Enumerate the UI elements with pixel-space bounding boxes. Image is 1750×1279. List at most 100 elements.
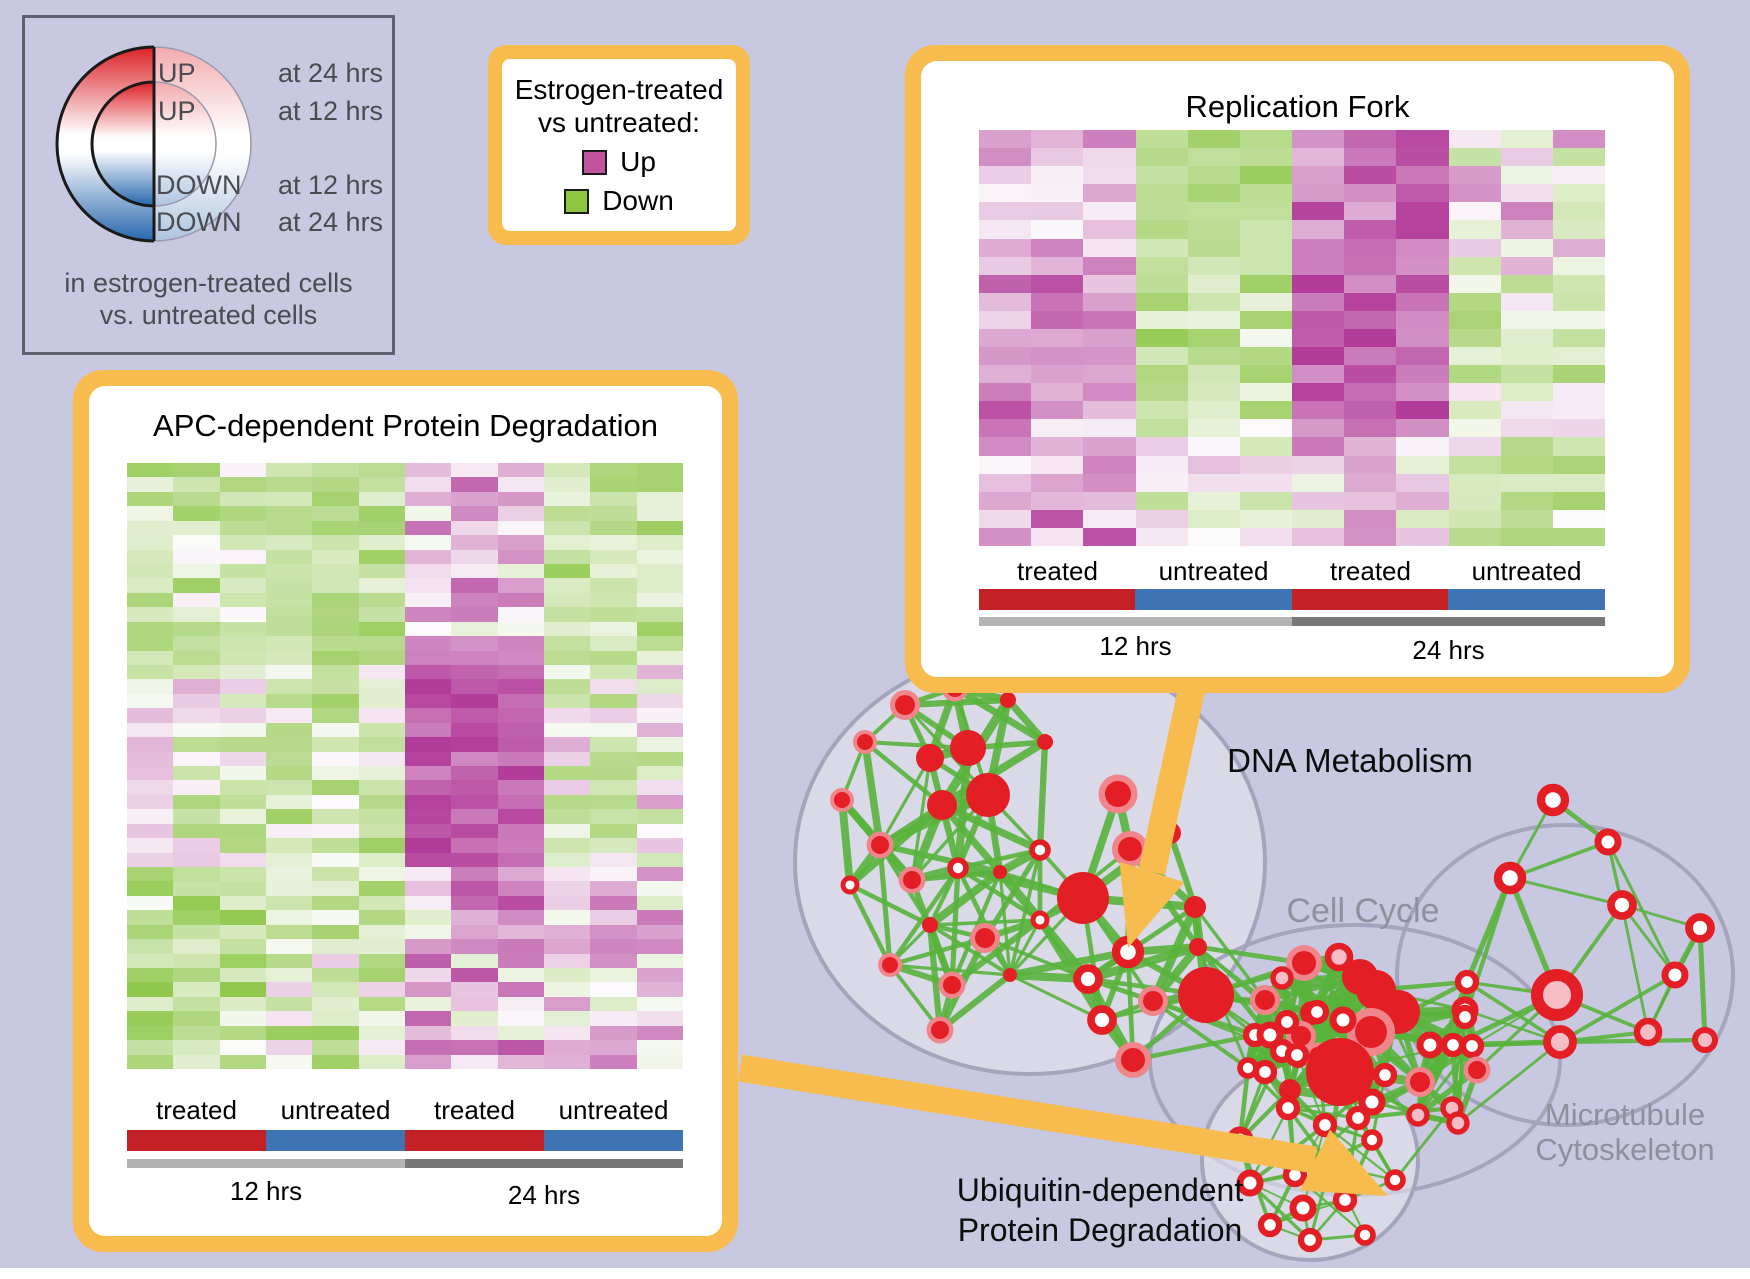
network-edge: [847, 883, 893, 967]
legend-down-12-dir: DOWN: [156, 170, 242, 200]
heatmap-cell: [127, 838, 174, 853]
heatmap-cell: [219, 463, 266, 478]
network-node: [882, 957, 898, 973]
heatmap-cell: [127, 636, 174, 651]
heatmap-cell: [1187, 509, 1240, 528]
heatmap-cell: [590, 766, 637, 781]
heatmap-cell: [265, 1025, 313, 1041]
heatmap-cell: [1239, 401, 1292, 420]
heatmap-cell: [636, 477, 683, 492]
heatmap-cell: [358, 477, 405, 492]
heatmap-cell: [219, 881, 266, 896]
heatmap-cell: [173, 867, 220, 882]
heatmap-cell: [451, 549, 498, 564]
network-node: [1416, 1031, 1444, 1059]
microtubule-label-line2: Cytoskeleton: [1535, 1132, 1715, 1167]
heatmap-cell: [173, 578, 220, 593]
heatmap-cell: [358, 809, 405, 824]
heatmap-cell: [590, 549, 637, 564]
heatmap-cell: [173, 491, 220, 507]
heatmap-cell: [127, 794, 174, 810]
network-node: [1255, 990, 1275, 1010]
heatmap-cell: [590, 881, 637, 896]
heatmap-cell: [451, 838, 498, 853]
heatmap-cell: [1031, 292, 1084, 311]
heatmap-cell: [219, 578, 266, 593]
heatmap-cell: [1396, 473, 1449, 492]
heatmap-cell: [543, 636, 591, 651]
heatmap-cell: [1500, 184, 1553, 203]
heatmap-cell: [1031, 274, 1084, 293]
bottom-white-strip: [0, 1268, 1750, 1279]
heatmap-cell: [451, 578, 498, 593]
network-edge: [1132, 1032, 1256, 1063]
heatmap-cell: [265, 491, 313, 507]
heatmap-cell: [265, 751, 313, 766]
heatmap-cell: [590, 939, 637, 954]
heatmap-cell: [1448, 274, 1501, 293]
heatmap-cell: [1187, 328, 1240, 348]
heatmap-cell: [543, 506, 591, 521]
heatmap-cell: [404, 621, 452, 637]
heatmap-cell: [636, 564, 683, 579]
heatmap-cell: [590, 996, 637, 1012]
heatmap-cell: [1344, 292, 1397, 311]
heatmap-cell: [1239, 383, 1292, 402]
legend-down-12-time: at 12 hrs: [278, 170, 384, 200]
heatmap-cell: [312, 939, 359, 954]
heatmap-cell: [979, 509, 1032, 528]
heatmap-cell: [1396, 347, 1449, 366]
heatmap-cell: [1135, 509, 1188, 528]
network-node: [1279, 1079, 1301, 1101]
heatmap-cell: [173, 592, 220, 608]
network-node: [1037, 734, 1053, 750]
heatmap-cell: [543, 722, 591, 738]
heatmap-cell: [1500, 437, 1553, 456]
heatmap-cell: [1396, 220, 1449, 239]
heatmap-cell: [1396, 274, 1449, 293]
heatmap-cell: [1135, 328, 1188, 348]
heatmap-cell: [404, 751, 452, 766]
heatmap-cell: [173, 1040, 220, 1055]
rf-treated-bar-24: [1292, 589, 1448, 610]
heatmap-cell: [265, 895, 313, 911]
heatmap-cell: [127, 578, 174, 593]
heatmap-cell: [497, 1040, 544, 1055]
network-node: [966, 773, 1010, 817]
heatmap-cell: [1396, 184, 1449, 203]
heatmap-cell: [636, 578, 683, 593]
network-node: [1118, 837, 1142, 861]
heatmap-cell: [219, 852, 266, 867]
network-node: [1087, 1005, 1117, 1035]
heatmap-cell: [404, 491, 452, 507]
heatmap-cell: [636, 621, 683, 637]
network-node: [993, 865, 1007, 879]
network-edge: [1457, 1040, 1561, 1125]
heatmap-cell: [1135, 148, 1188, 167]
heatmap-cell: [358, 607, 405, 622]
heatmap-cell: [979, 419, 1032, 438]
heatmap-cell: [451, 953, 498, 968]
heatmap-cell: [404, 578, 452, 593]
heatmap-cell: [404, 722, 452, 738]
heatmap-cell: [1187, 347, 1240, 366]
heatmap-cell: [590, 1025, 637, 1041]
heatmap-cell: [127, 549, 174, 564]
heatmap-cell: [127, 809, 174, 824]
legend-down-24-time: at 24 hrs: [278, 207, 384, 237]
heatmap-cell: [1031, 527, 1084, 546]
heatmap-cell: [451, 823, 498, 839]
heatmap-cell: [219, 621, 266, 637]
heatmap-cell: [979, 437, 1032, 456]
heatmap-cell: [358, 924, 405, 940]
heatmap-cell: [1031, 491, 1084, 510]
heatmap-cell: [979, 238, 1032, 257]
heatmap-cell: [979, 347, 1032, 366]
heatmap-cell: [1135, 383, 1188, 402]
apc-group-label-3: treated: [434, 1095, 515, 1125]
heatmap-cell: [1031, 130, 1084, 149]
network-edge: [929, 918, 1041, 927]
heatmap-cell: [1083, 238, 1136, 257]
heatmap-cell: [451, 1025, 498, 1041]
heatmap-cell: [404, 650, 452, 665]
